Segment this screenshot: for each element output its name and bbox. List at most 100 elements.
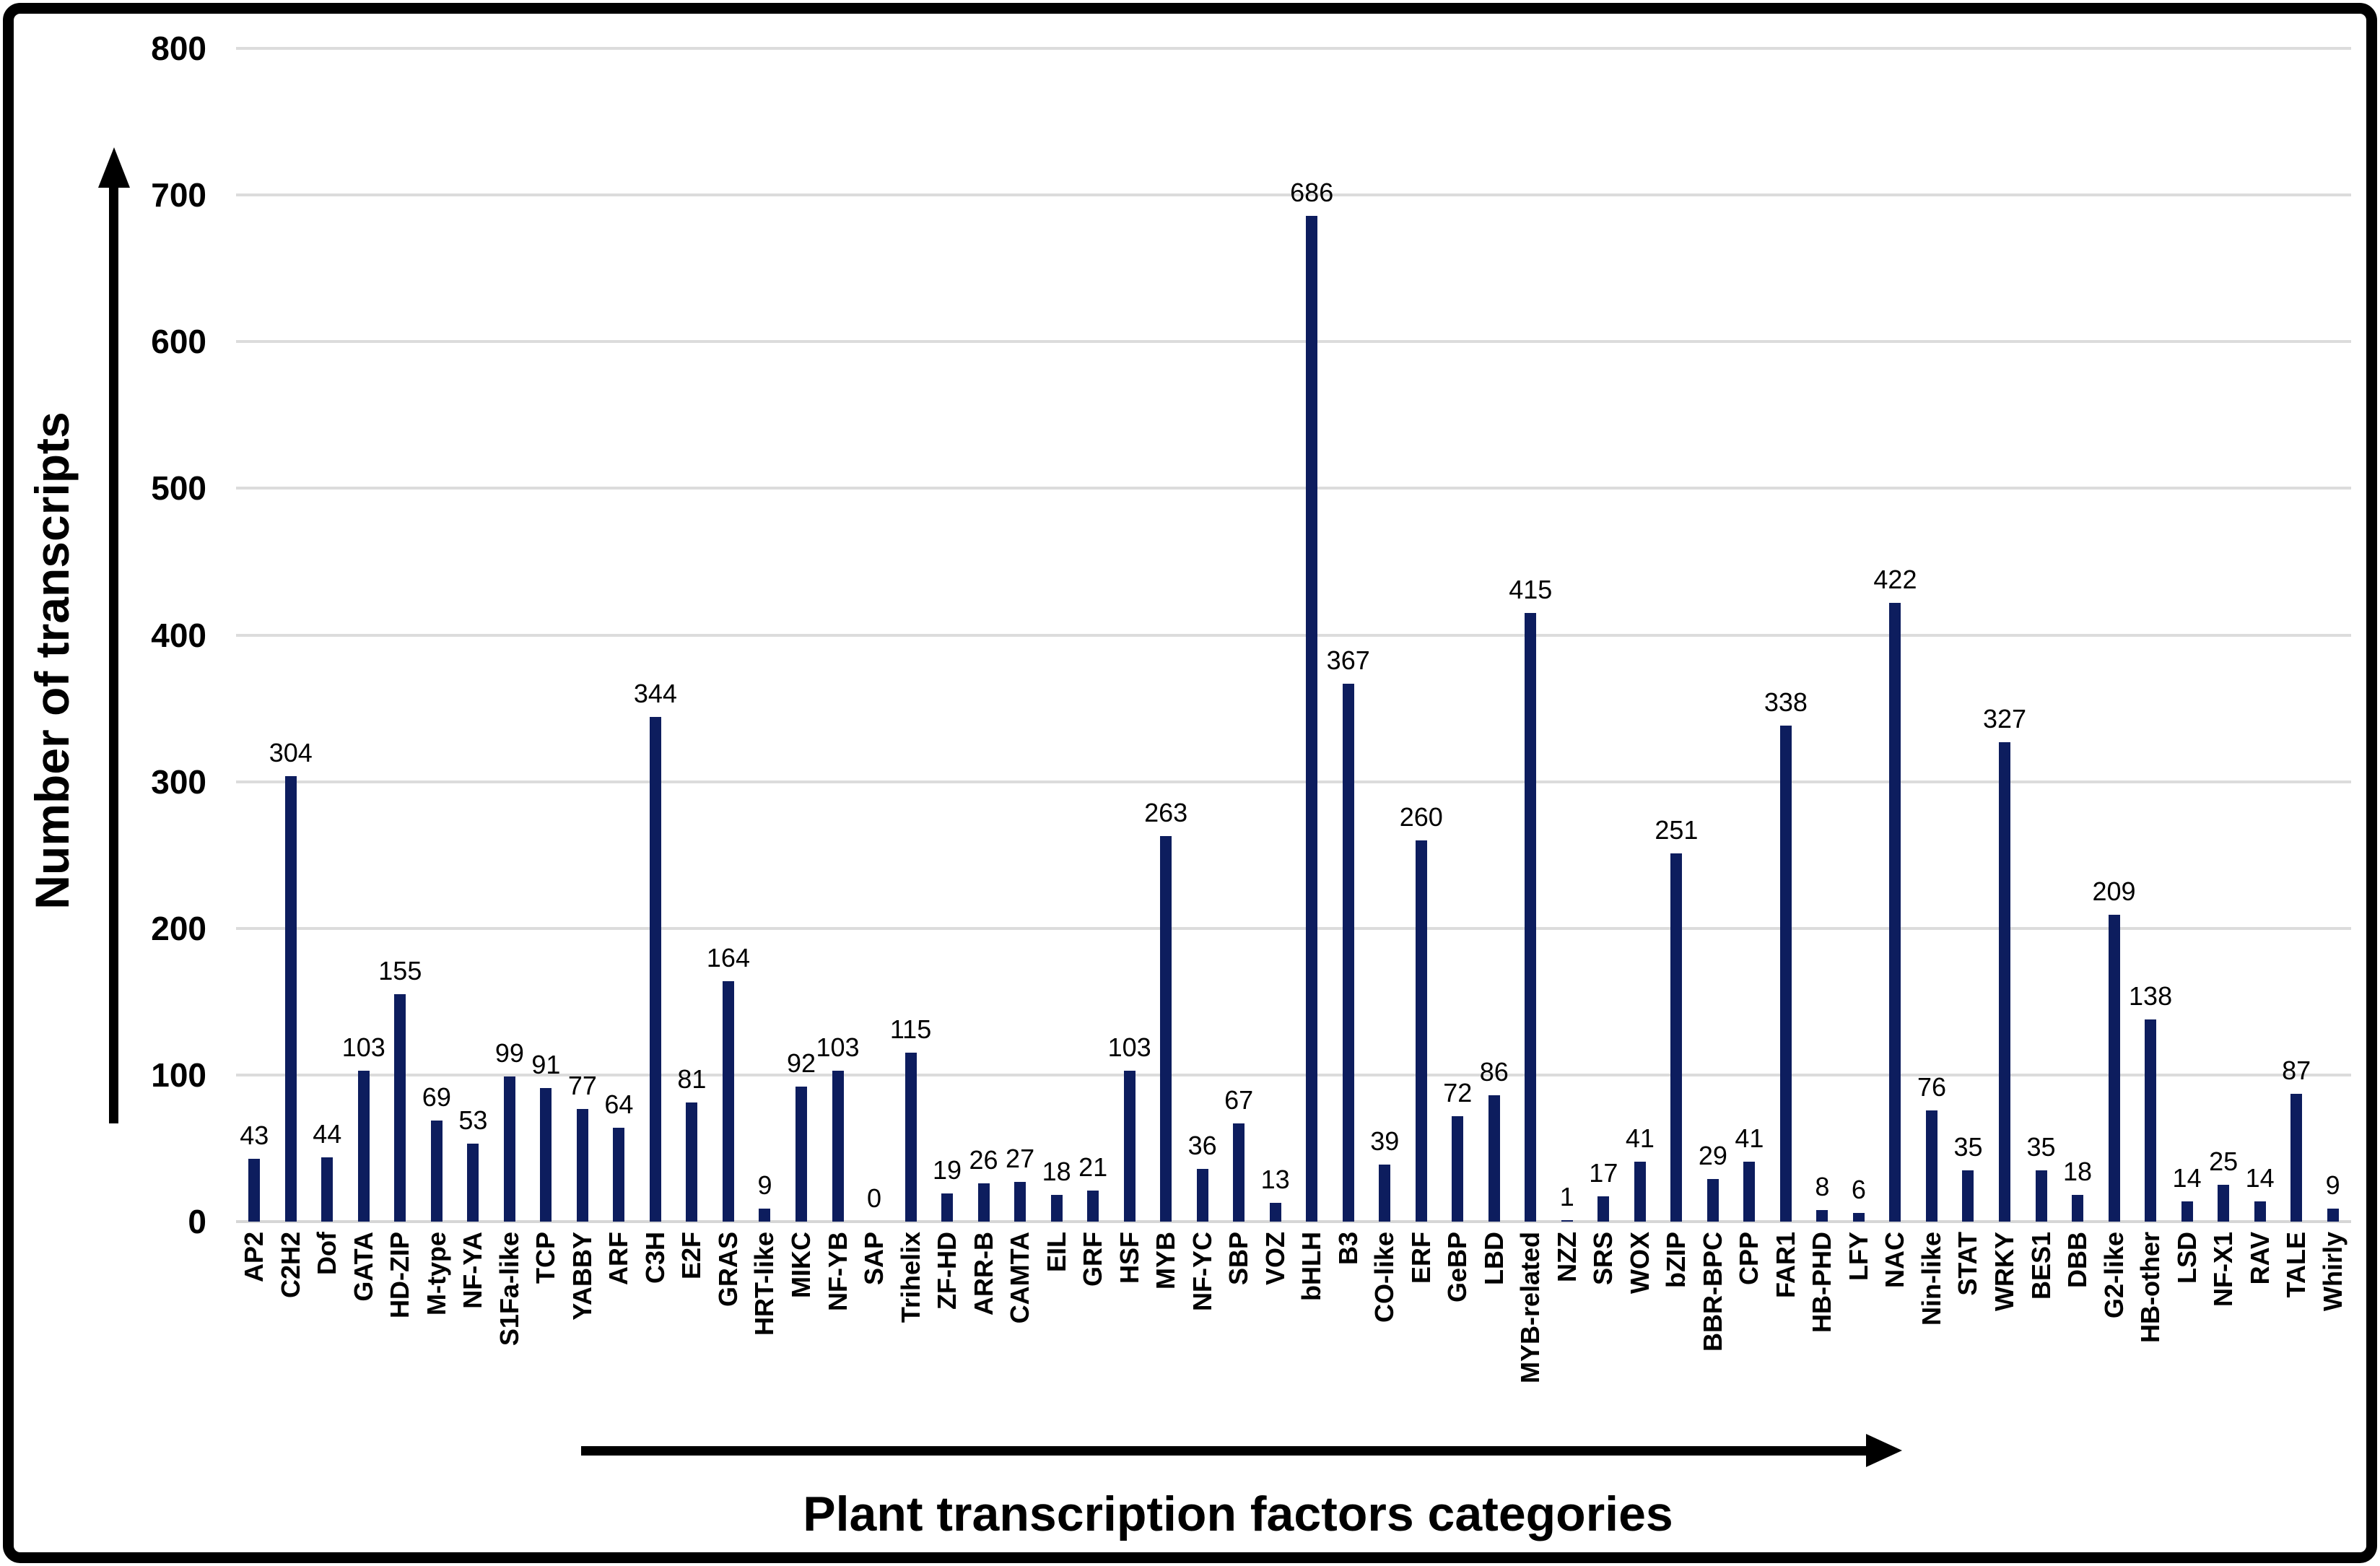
- bar-cell-ZF-HD: 19: [929, 48, 966, 1222]
- x-label-ARF: ARF: [603, 1232, 634, 1285]
- x-label-cell-SRS: SRS: [1585, 1232, 1622, 1441]
- value-label-GRF: 21: [1078, 1152, 1108, 1183]
- x-label-cell-ARF: ARF: [601, 1232, 637, 1441]
- x-label-cell-FAR1: FAR1: [1768, 1232, 1805, 1441]
- x-label-cell-MYB-related: MYB-related: [1512, 1232, 1549, 1441]
- y-tick-300: 300: [151, 762, 206, 801]
- bar-cell-bHLH: 686: [1290, 48, 1333, 1222]
- bar-cell-HSF: 103: [1108, 48, 1151, 1222]
- value-label-NF-YC: 36: [1187, 1130, 1217, 1160]
- value-label-LBD: 86: [1479, 1057, 1509, 1087]
- bar-cell-EIL: 18: [1038, 48, 1075, 1222]
- bar-FAR1: [1779, 726, 1792, 1222]
- bar-cell-HB-other: 138: [2129, 48, 2173, 1222]
- bar-cell-MIKC: 92: [783, 48, 820, 1222]
- x-label-cell-YABBY: YABBY: [565, 1232, 601, 1441]
- gridline-400: [236, 633, 2351, 637]
- value-label-MYB: 263: [1144, 797, 1188, 827]
- x-label-cell-HB-PHD: HB-PHD: [1804, 1232, 1841, 1441]
- bar-GeBP: [1452, 1115, 1464, 1222]
- value-label-HB-PHD: 8: [1815, 1171, 1830, 1201]
- bar-cell-GRAS: 164: [707, 48, 750, 1222]
- value-label-HB-other: 138: [2129, 980, 2173, 1011]
- x-label-CPP: CPP: [1734, 1232, 1764, 1286]
- x-label-cell-TCP: TCP: [528, 1232, 565, 1441]
- value-label-BBR-BPC: 29: [1698, 1141, 1727, 1171]
- x-label-WRKY: WRKY: [1989, 1232, 2019, 1311]
- x-label-cell-LSD: LSD: [2168, 1232, 2205, 1441]
- bar-ZF-HD: [941, 1193, 954, 1222]
- value-label-LFY: 6: [1851, 1174, 1866, 1204]
- bar-NZZ: [1561, 1219, 1573, 1222]
- gridline-300: [236, 780, 2351, 783]
- x-label-cell-NF-YB: NF-YB: [819, 1232, 856, 1441]
- gridline-500: [236, 487, 2351, 490]
- x-label-cell-MYB: MYB: [1148, 1232, 1185, 1441]
- x-label-cell-HRT-like: HRT-like: [746, 1232, 783, 1441]
- x-label-cell-Nin-like: Nin-like: [1914, 1232, 1950, 1441]
- bar-LSD: [2181, 1201, 2193, 1222]
- x-label-cell-GRAS: GRAS: [710, 1232, 747, 1441]
- value-label-CPP: 41: [1735, 1123, 1764, 1153]
- x-label-cell-SBP: SBP: [1221, 1232, 1257, 1441]
- bar-Trihelix: [905, 1053, 917, 1222]
- y-tick-400: 400: [151, 616, 206, 654]
- value-label-ERF: 260: [1399, 801, 1443, 832]
- x-label-DBB: DBB: [2062, 1232, 2093, 1288]
- gridline-0: [236, 1220, 2351, 1223]
- value-label-NF-X1: 25: [2209, 1147, 2239, 1177]
- bar-HD-ZIP: [394, 994, 406, 1222]
- bar-HRT-like: [759, 1208, 771, 1222]
- bar-cell-AP2: 43: [236, 48, 273, 1222]
- x-label-bHLH: bHLH: [1296, 1232, 1327, 1301]
- x-label-cell-HD-ZIP: HD-ZIP: [382, 1232, 419, 1441]
- value-label-SRS: 17: [1589, 1158, 1618, 1188]
- x-label-cell-E2F: E2F: [674, 1232, 710, 1441]
- bar-bZIP: [1670, 853, 1683, 1222]
- x-label-HB-other: HB-other: [2135, 1232, 2166, 1343]
- bar-cell-STAT: 35: [1950, 48, 1987, 1222]
- bar-SBP: [1233, 1123, 1245, 1222]
- x-label-cell-STAT: STAT: [1950, 1232, 1987, 1441]
- bar-cell-SAP: 0: [856, 48, 893, 1222]
- bar-cell-TCP: 91: [528, 48, 565, 1222]
- bar-cell-BES1: 35: [2023, 48, 2059, 1222]
- bar-NF-YC: [1196, 1168, 1208, 1222]
- x-label-HD-ZIP: HD-ZIP: [385, 1232, 415, 1318]
- x-label-cell-RAV: RAV: [2241, 1232, 2278, 1441]
- value-label-B3: 367: [1326, 645, 1370, 675]
- value-label-NF-YA: 53: [458, 1105, 488, 1136]
- bar-B3: [1342, 683, 1354, 1222]
- bar-cell-CPP: 41: [1731, 48, 1768, 1222]
- bar-CPP: [1743, 1161, 1756, 1222]
- bar-cell-GeBP: 72: [1439, 48, 1476, 1222]
- value-label-TALE: 87: [2282, 1056, 2311, 1086]
- value-label-NZZ: 1: [1559, 1181, 1574, 1212]
- bar-RAV: [2254, 1201, 2266, 1222]
- bar-cell-NAC: 422: [1873, 48, 1917, 1222]
- x-label-TALE: TALE: [2281, 1232, 2311, 1298]
- bar-E2F: [686, 1102, 698, 1222]
- x-label-GRF: GRF: [1078, 1232, 1108, 1287]
- x-label-cell-S1Fa-like: S1Fa-like: [492, 1232, 528, 1441]
- bar-GATA: [357, 1070, 370, 1222]
- value-label-NF-YB: 103: [816, 1032, 860, 1062]
- bar-cell-LFY: 6: [1841, 48, 1878, 1222]
- bar-HB-PHD: [1816, 1209, 1828, 1222]
- x-label-YABBY: YABBY: [567, 1232, 597, 1321]
- bar-cell-BBR-BPC: 29: [1695, 48, 1732, 1222]
- x-label-cell-LFY: LFY: [1841, 1232, 1878, 1441]
- x-label-cell-GeBP: GeBP: [1439, 1232, 1476, 1441]
- x-label-LFY: LFY: [1843, 1232, 1873, 1281]
- bar-cell-HRT-like: 9: [746, 48, 783, 1222]
- bar-EIL: [1050, 1195, 1063, 1222]
- value-label-bZIP: 251: [1655, 815, 1699, 845]
- x-label-VOZ: VOZ: [1260, 1232, 1290, 1286]
- y-tick-500: 500: [151, 469, 206, 508]
- x-label-Dof: Dof: [312, 1232, 342, 1275]
- value-label-HRT-like: 9: [757, 1170, 772, 1200]
- y-tick-0: 0: [188, 1203, 206, 1240]
- plot-area: 43 304 44 103 155 69 53 99 91 77 64 344 81 164 9 92 103 0…: [236, 47, 2351, 1223]
- bar-cell-ARF: 64: [601, 48, 637, 1222]
- x-label-cell-ARR-B: ARR-B: [965, 1232, 1002, 1441]
